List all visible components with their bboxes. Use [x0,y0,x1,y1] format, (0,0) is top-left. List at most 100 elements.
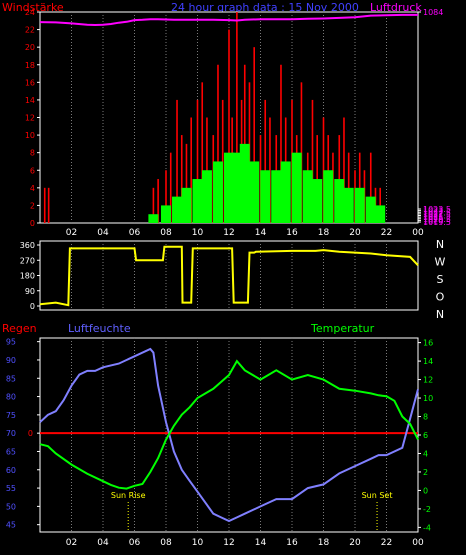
sun-marker-label: Sun Set [362,491,393,500]
x-tick-label: 18 [318,228,330,238]
x-tick-label: 10 [192,538,204,548]
humidity-y-tick-label: 60 [6,466,16,475]
wind-average-bar [375,205,386,223]
wind-gust-bar [190,117,192,223]
rain-y-tick-label: 0 [28,429,33,438]
wind-gust-bar [169,152,172,223]
wind-average-bars [148,143,386,223]
wind-average-bar [249,161,260,223]
pressure-y-tick-label: 1022 [423,210,443,219]
wind-gust-bar [343,117,345,223]
humidity-axis-title: Luftfeuchte [68,322,131,335]
wind-gust-bar [300,82,303,223]
temperature-y-tick-label: 16 [423,339,433,348]
humidity-y-tick-label: 80 [6,393,16,402]
wind-y-tick-label: 8 [30,149,35,158]
temperature-y-tick-label: 10 [423,394,433,403]
temperature-y-tick-label: 12 [423,376,433,385]
wind-gust-bar [180,135,183,223]
pressure-y-tick-label: 1021.5 [423,212,451,221]
wind-y-tick-label: 24 [25,8,35,17]
direction-frame [39,240,419,311]
rain-y-axis: 0 [28,429,33,438]
humidity-y-axis: 45 50 55 60 65 70 75 80 85 90 95 [6,338,40,530]
wind-x-axis: 02 04 06 08 10 12 14 16 18 20 22 00 [66,228,424,238]
compass-label: S [437,273,444,286]
pressure-y-tick-label: 1023.5 [423,205,451,214]
wind-average-bar [172,196,183,223]
wind-average-bar [280,161,291,223]
wind-average-bar [260,170,271,223]
x-tick-label: 10 [192,228,204,238]
wind-average-bar [365,196,376,223]
wind-gust-bar [236,12,238,223]
wind-gust-bar [228,29,230,224]
temperature-y-tick-label: 6 [423,431,428,440]
temperature-y-tick-label: -2 [423,505,431,514]
wind-average-bar [291,152,302,223]
wind-gust-bar [253,47,255,223]
humidity-y-tick-label: 55 [6,484,16,493]
direction-y-tick-label: 0 [30,302,35,311]
x-tick-label: 22 [381,538,392,548]
wind-y-tick-label: 14 [25,96,35,105]
x-tick-label: 04 [97,538,109,548]
x-tick-label: 16 [286,538,298,548]
humidity-x-axis: 02 04 06 08 10 12 14 16 18 20 22 00 [66,538,424,548]
x-tick-label: 02 [66,538,77,548]
wind-average-bar [354,187,365,223]
wind-gust-bar [185,143,188,223]
temperature-line [39,359,419,490]
pressure-y-tick-label: 1084 [423,8,443,17]
pressure-y-tick-label: 1020 [423,216,443,225]
pressure-y-tick-label: 1019.5 [423,218,451,227]
wind-y-tick-label: 6 [30,166,35,175]
humidity-y-tick-label: 90 [6,356,16,365]
wind-average-bar [231,152,242,223]
humidity-hour-grid [71,338,387,532]
wind-average-bar [212,161,223,223]
wind-average-bar [201,170,212,223]
direction-hour-grid [71,241,387,310]
x-tick-label: 18 [318,538,330,548]
wind-y-tick-label: 0 [30,219,35,228]
humidity-y-tick-label: 50 [6,502,16,511]
direction-line [39,245,419,307]
x-tick-label: 12 [223,538,234,548]
temperature-y-tick-label: 2 [423,468,428,477]
wind-average-bar [239,143,250,223]
humidity-y-tick-label: 45 [6,521,16,530]
wind-gust-bar [47,187,50,223]
temperature-y-tick-label: 0 [423,486,428,495]
x-tick-label: 06 [129,538,141,548]
wind-average-bar [148,214,159,223]
humidity-y-tick-label: 65 [6,447,16,456]
wind-gust-bar [280,64,282,223]
wind-y-tick-label: 12 [25,114,35,123]
x-tick-label: 00 [412,538,424,548]
compass-label: N [436,238,444,251]
wind-average-bar [181,187,192,223]
rain-axis-title: Regen [2,322,37,335]
pressure-line [39,13,418,27]
wind-y-tick-label: 16 [25,78,35,87]
wind-average-bar [323,170,334,223]
wind-average-bar [271,170,282,223]
wind-y-tick-label: 20 [25,43,35,52]
wind-title: Windstärke [2,1,64,14]
wind-gust-bar [196,99,199,223]
wind-y-tick-label: 2 [30,201,35,210]
x-tick-label: 06 [129,228,141,238]
x-tick-label: 04 [97,228,109,238]
compass-label: O [436,291,445,304]
wind-y-tick-label: 22 [25,26,35,35]
compass-label: N [436,308,444,321]
wind-gust-bar [165,170,167,223]
direction-y-tick-label: 360 [20,241,35,250]
direction-y-tick-label: 90 [25,287,35,296]
wind-average-bar [224,152,234,223]
wind-average-bar [161,205,171,223]
wind-gust-bar [43,187,46,223]
